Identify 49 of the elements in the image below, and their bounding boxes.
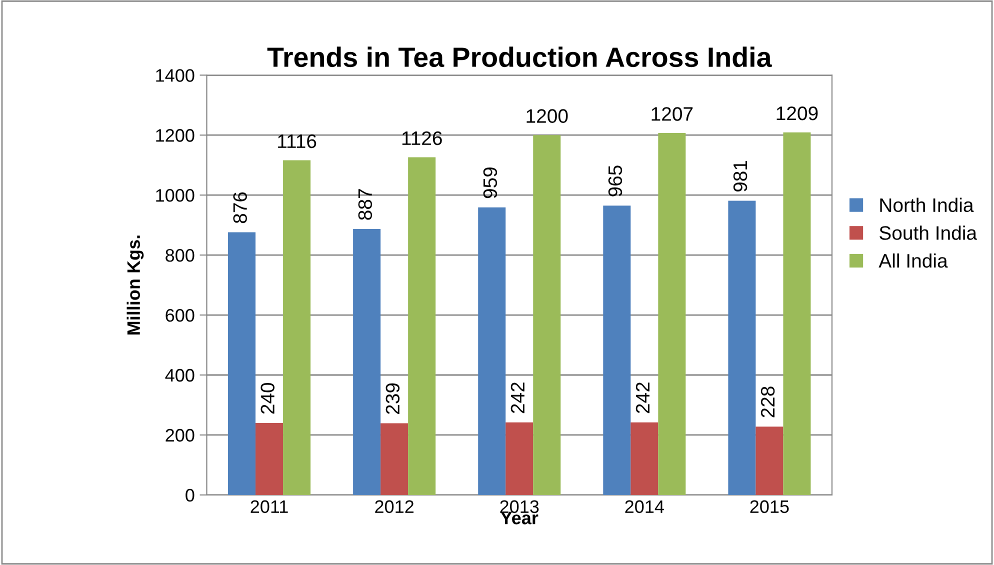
- data-label: 240: [260, 382, 274, 414]
- bar: [603, 206, 631, 495]
- y-tick-label: 1000: [156, 189, 194, 202]
- x-tick-label: 2013: [500, 500, 539, 514]
- legend-label: All India: [878, 253, 948, 268]
- bar: [630, 422, 658, 495]
- bar: [658, 133, 686, 495]
- x-tick-label: 2012: [375, 500, 414, 514]
- y-tick-label: 400: [165, 368, 194, 382]
- data-label: 242: [510, 382, 524, 414]
- bar: [353, 228, 381, 495]
- data-label: 876: [233, 192, 247, 224]
- bar: [478, 207, 506, 495]
- bar: [380, 423, 408, 495]
- x-tick-label: 2015: [750, 500, 789, 514]
- bar: [506, 422, 534, 495]
- data-label: 239: [386, 383, 400, 414]
- x-tick-label: 2011: [250, 500, 288, 514]
- y-tick-label: 1200: [156, 129, 194, 142]
- bar: [728, 200, 756, 495]
- y-tick-label: 800: [166, 248, 194, 262]
- data-label: 242: [636, 382, 650, 414]
- data-label: 1126: [402, 131, 442, 146]
- data-label: 981: [733, 160, 748, 192]
- y-tick-label: 600: [166, 308, 194, 322]
- y-tick-label: 200: [166, 428, 194, 442]
- bar: [783, 132, 811, 495]
- x-axis-title: Year: [500, 512, 538, 524]
- data-label: 1200: [526, 109, 568, 123]
- legend-label: South India: [880, 226, 978, 240]
- bar: [756, 426, 784, 495]
- bar: [408, 157, 436, 495]
- y-axis-title: Million Kgs.: [126, 236, 144, 334]
- bar: [256, 422, 284, 495]
- y-tick-label: 1400: [156, 69, 194, 82]
- bar: [533, 135, 561, 495]
- data-label: 1116: [278, 134, 316, 148]
- bar: [228, 232, 256, 495]
- chart-title: Trends in Tea Production Across India: [267, 46, 772, 68]
- data-label: 1207: [652, 107, 693, 121]
- bar: [283, 160, 311, 495]
- y-tick-label: 0: [186, 488, 194, 502]
- x-tick-label: 2014: [625, 500, 664, 514]
- data-label: 959: [483, 168, 498, 198]
- data-label: 1209: [776, 106, 818, 120]
- data-label: 965: [608, 166, 622, 196]
- data-label: 228: [760, 386, 775, 418]
- legend-label: North India: [880, 198, 974, 212]
- data-label: 887: [358, 189, 372, 220]
